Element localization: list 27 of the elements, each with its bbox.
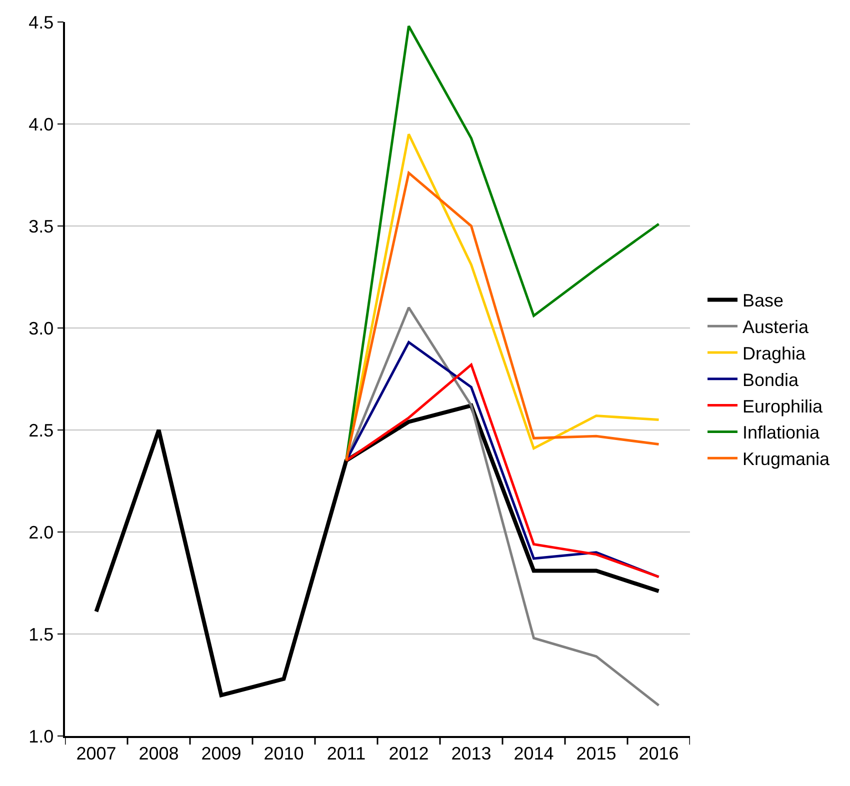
x-tick-label: 2012 bbox=[388, 743, 429, 764]
line-series bbox=[94, 404, 661, 698]
legend-label: Draghia bbox=[742, 344, 807, 364]
legend-label: Base bbox=[742, 290, 784, 311]
x-tick-label: 2007 bbox=[76, 743, 116, 764]
y-tick-label: 4.5 bbox=[28, 12, 54, 32]
x-tick-label: 2014 bbox=[514, 743, 554, 764]
legend-label: Inflationia bbox=[742, 422, 821, 443]
x-tick-label: 2016 bbox=[638, 743, 679, 764]
legend-label: Austeria bbox=[742, 317, 810, 338]
y-tick-label: 4.0 bbox=[28, 114, 54, 134]
y-tick-label: 1.5 bbox=[28, 624, 54, 644]
legend-label: Europhilia bbox=[742, 396, 824, 416]
legend-label: Bondia bbox=[742, 370, 800, 390]
x-tick-label: 2008 bbox=[138, 743, 179, 764]
x-tick-label: 2015 bbox=[576, 743, 616, 764]
y-tick-label: 3.5 bbox=[28, 216, 54, 236]
line-series bbox=[345, 24, 660, 462]
legend-label: Krugmania bbox=[742, 449, 831, 470]
x-tick-label: 2013 bbox=[451, 743, 492, 764]
y-tick-label: 2.5 bbox=[28, 420, 54, 440]
y-tick-label: 3.0 bbox=[28, 318, 54, 338]
x-tick-label: 2010 bbox=[264, 743, 304, 764]
y-tick-label: 1.0 bbox=[28, 726, 54, 746]
x-tick-label: 2009 bbox=[201, 743, 242, 764]
x-tick-label: 2011 bbox=[326, 743, 366, 764]
y-tick-label: 2.0 bbox=[28, 522, 54, 542]
